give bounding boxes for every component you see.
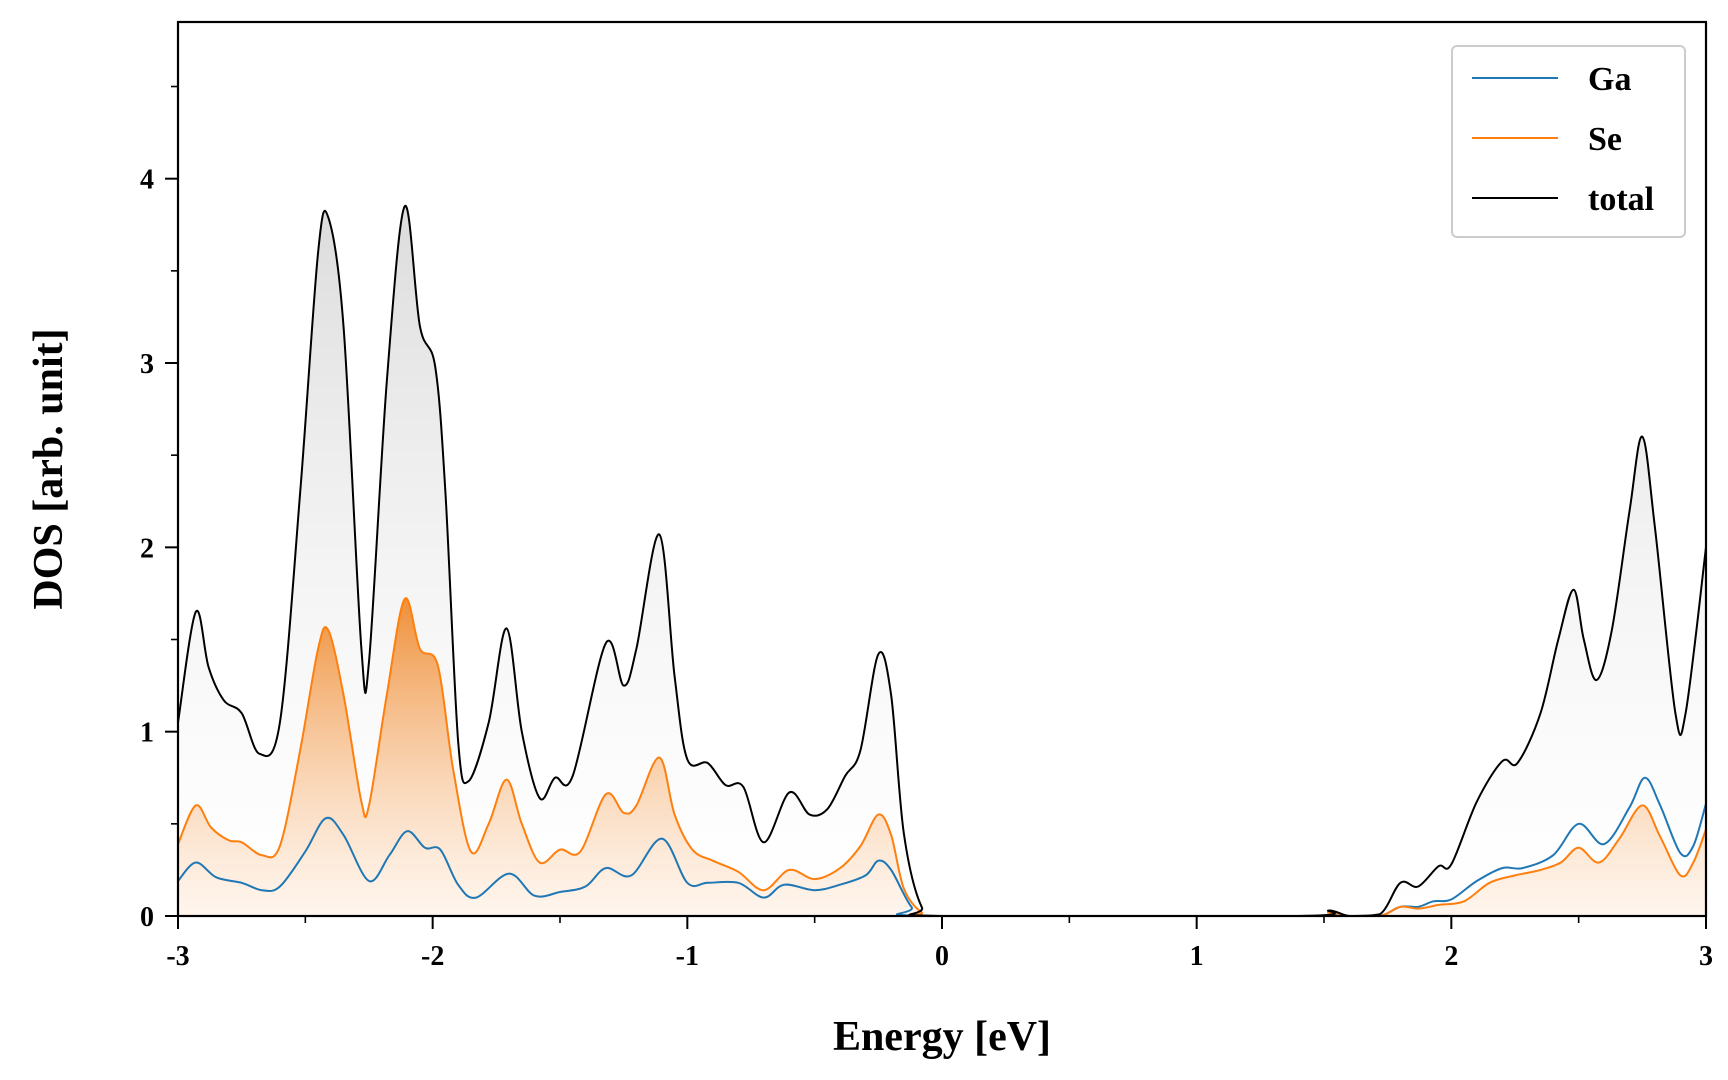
legend-label-total: total (1588, 181, 1654, 218)
y-tick-label: 0 (140, 902, 154, 933)
legend-label-se: Se (1588, 121, 1622, 158)
x-axis-title: Energy [eV] (833, 1014, 1051, 1060)
fill-se (178, 598, 1706, 916)
x-tick-label: 1 (1190, 941, 1204, 972)
y-tick-label: 4 (140, 165, 154, 196)
x-tick-label: 0 (935, 941, 949, 972)
x-axis: -3 -2 -1 0 1 2 3 (166, 916, 1713, 972)
area-fills (178, 206, 1706, 916)
line-se (178, 597, 1706, 916)
y-tick-label: 2 (140, 533, 154, 564)
legend-box (1451, 45, 1686, 238)
x-tick-label: -2 (421, 941, 444, 972)
line-ga (178, 776, 1706, 916)
y-tick-label: 3 (140, 349, 154, 380)
legend: Ga Se total (1451, 45, 1686, 238)
line-total (178, 205, 1706, 916)
x-tick-label: -1 (676, 941, 699, 972)
y-axis-title: DOS [arb. unit] (26, 328, 72, 609)
x-tick-label: 3 (1699, 941, 1713, 972)
y-axis: 0 1 2 3 4 (140, 85, 178, 933)
x-tick-label: -3 (166, 941, 189, 972)
y-tick-label: 1 (140, 718, 154, 749)
x-tick-label: 2 (1444, 941, 1458, 972)
legend-label-ga: Ga (1588, 61, 1631, 98)
series-lines (178, 205, 1706, 916)
